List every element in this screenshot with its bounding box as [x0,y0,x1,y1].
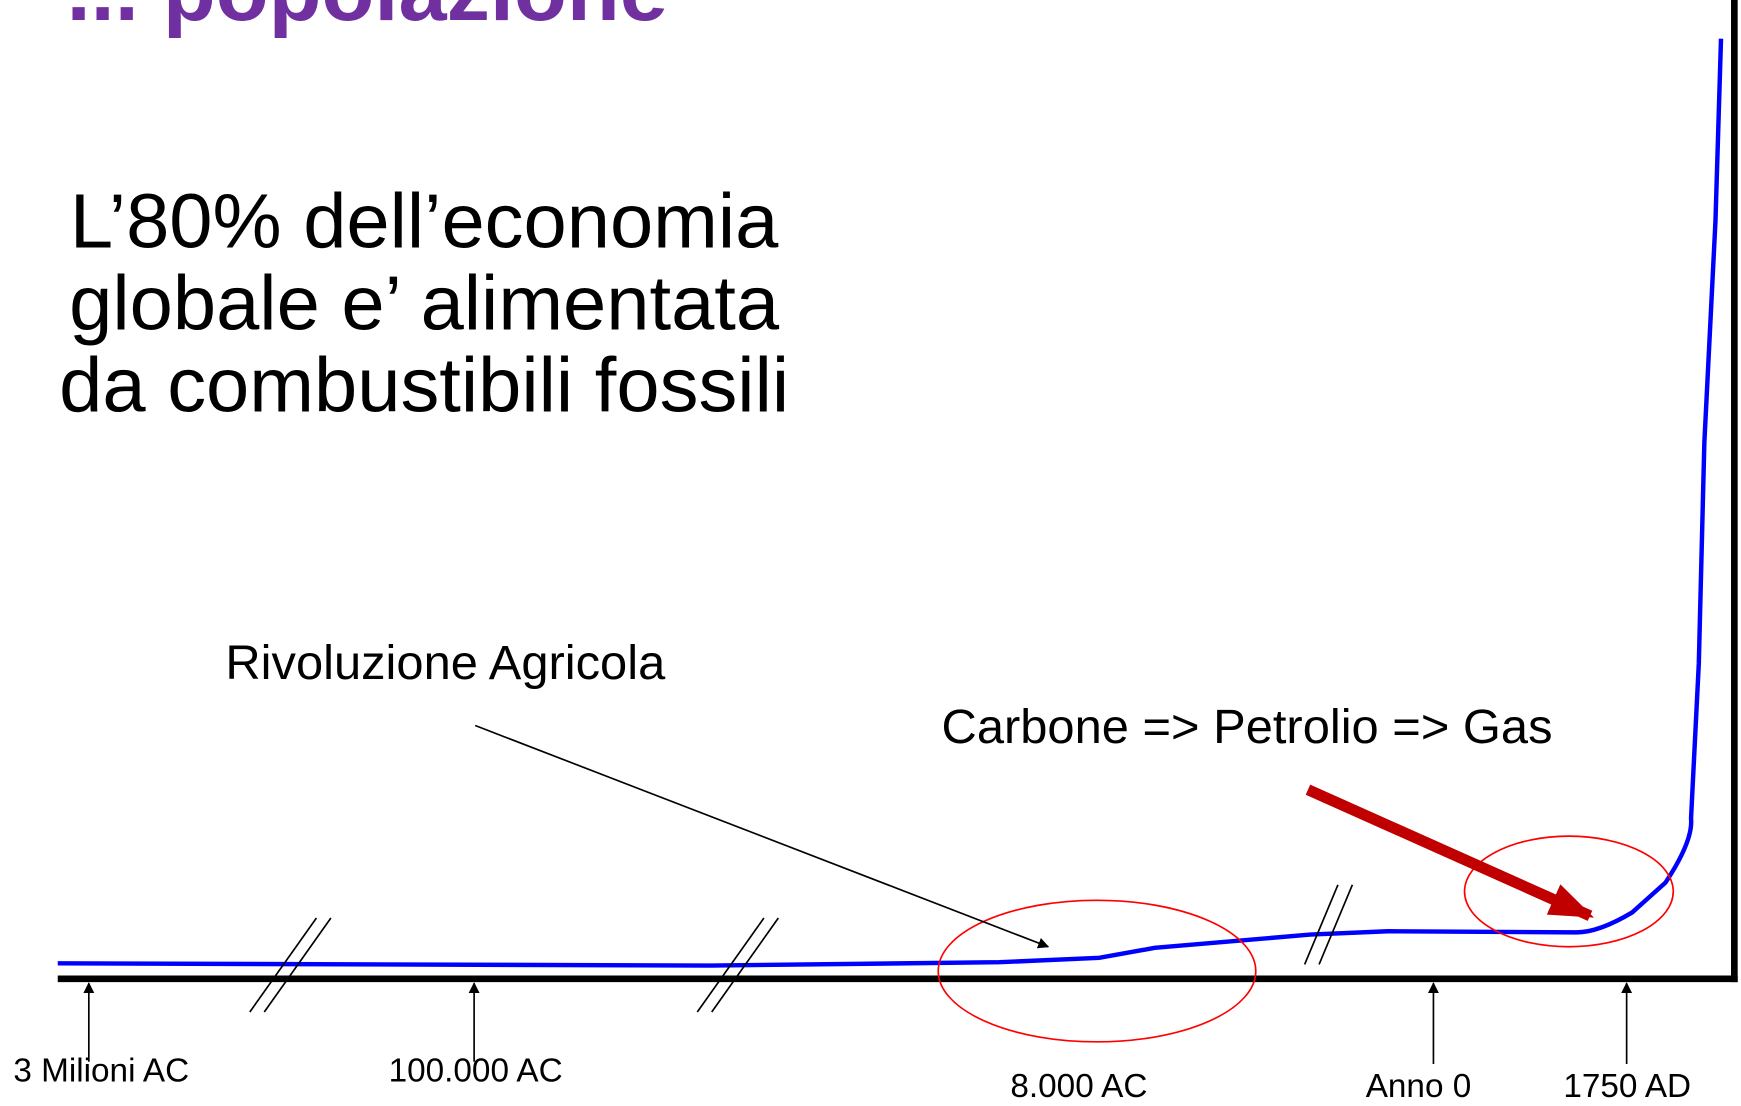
population-curve [57,38,1724,968]
slide-title: ... popolazione [67,0,668,39]
highlight-ellipse [1463,835,1675,948]
timeline-labels: 3 Milioni AC 100.000 AC 8.000 AC Anno 0 … [13,1053,1691,1105]
timeline-label: 8.000 AC [1010,1068,1147,1105]
statement-line: globale e’ alimentata [69,261,780,347]
highlight-ellipse [937,899,1257,1043]
annotation: Rivoluzione Agricola [225,636,666,690]
timeline-label: 1750 AD [1563,1068,1691,1105]
fossil-arrow [1305,784,1595,921]
axis-breaks [249,884,1354,1013]
statement-line: L’80% dell’economia [70,179,779,265]
annotation: Carbone => Petrolio => Gas [942,700,1553,754]
timeline-label: 100.000 AC [389,1053,563,1090]
statement-line: da combustibili fossili [59,343,789,429]
timeline-label: Anno 0 [1366,1068,1472,1105]
tick-arrows [83,982,1633,1064]
timeline-label: 3 Milioni AC [13,1053,189,1090]
annotation-arrow [474,724,1050,949]
statement: L’80% dell’economia globale e’ alimentat… [59,179,789,429]
